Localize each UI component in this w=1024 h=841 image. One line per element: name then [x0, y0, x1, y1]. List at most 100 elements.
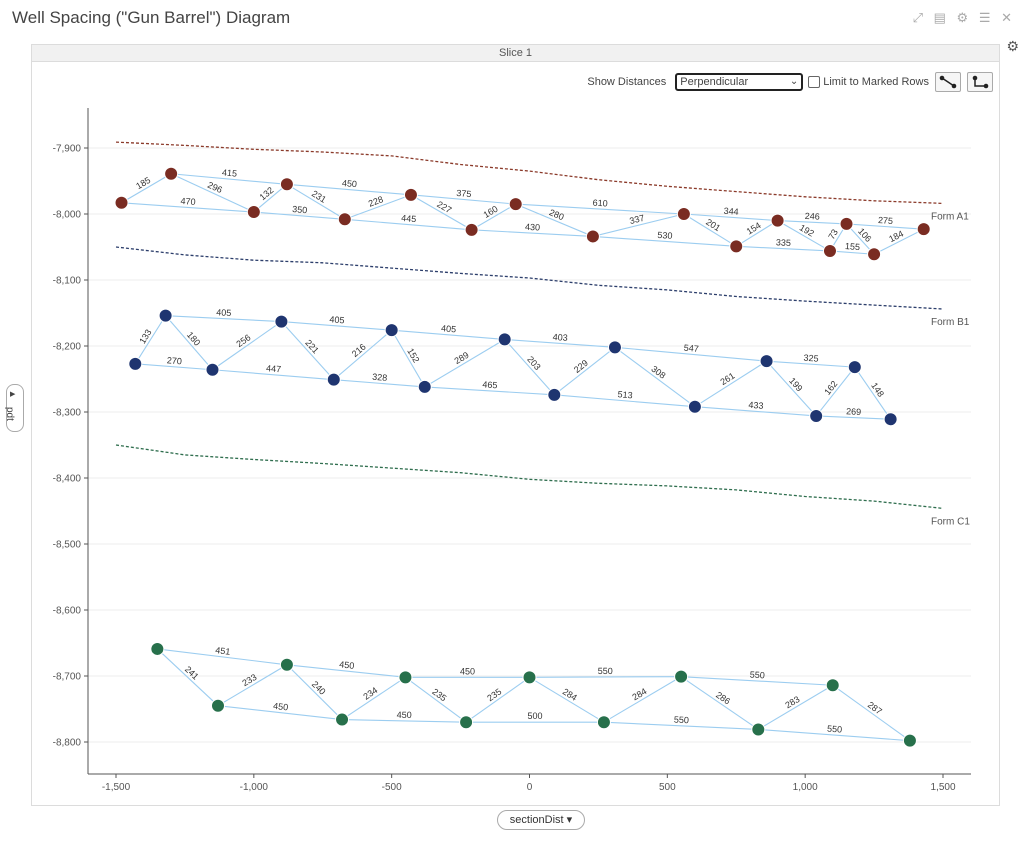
- well-point: [150, 641, 165, 656]
- distance-link: [694, 360, 767, 408]
- well-point: [839, 216, 854, 231]
- distance-link: [758, 684, 834, 730]
- well-point: [158, 308, 173, 323]
- page-title: Well Spacing ("Gun Barrel") Diagram: [12, 8, 291, 27]
- distance-label: 433: [748, 400, 764, 411]
- distance-link: [341, 676, 406, 721]
- formation-line: [115, 141, 944, 205]
- window-controls: ⤢ ▤ ⚙ ☰ ✕: [906, 10, 1012, 26]
- distance-link: [683, 213, 737, 247]
- distance-label: 216: [350, 342, 368, 359]
- distance-link: [286, 183, 346, 220]
- formation-line: [115, 444, 944, 510]
- distance-label: 337: [628, 213, 645, 226]
- well-point: [687, 399, 702, 414]
- well-point: [128, 356, 143, 371]
- slice-header: Slice 1: [32, 45, 999, 62]
- distance-label: 148: [869, 381, 886, 399]
- distance-label: 261: [718, 371, 736, 387]
- distance-label: 350: [292, 204, 308, 215]
- distance-link: [286, 664, 406, 678]
- limit-marked-rows-checkbox[interactable]: [808, 76, 821, 88]
- distance-link: [592, 213, 685, 237]
- distance-link: [156, 648, 219, 707]
- distance-link: [815, 366, 856, 417]
- distance-link: [504, 338, 615, 348]
- distance-link: [614, 346, 767, 362]
- distance-link: [829, 250, 875, 255]
- distance-label: 184: [887, 229, 905, 245]
- distance-link: [253, 183, 288, 213]
- distance-link: [471, 203, 516, 231]
- x-axis-selector[interactable]: sectionDist ▾: [497, 810, 585, 830]
- chart-panel: Slice 1 Show Distances Perpendicular ⌄ L…: [31, 44, 1000, 806]
- list-icon[interactable]: ☰: [978, 10, 991, 25]
- distance-link: [515, 203, 594, 237]
- distance-link: [405, 676, 467, 723]
- distance-label: 284: [561, 686, 579, 702]
- well-point: [759, 354, 774, 369]
- distance-link: [344, 218, 472, 231]
- distance-label: 160: [482, 204, 500, 220]
- distance-label: 234: [361, 685, 379, 702]
- well-point: [508, 197, 523, 212]
- distance-link: [504, 339, 555, 396]
- distance-label: 550: [674, 714, 689, 725]
- distance-link: [157, 648, 287, 666]
- caret-down-icon: ▾: [566, 814, 573, 826]
- straight-connector-button[interactable]: [935, 72, 961, 92]
- distance-link: [465, 676, 530, 723]
- well-point: [809, 408, 824, 423]
- formation-line: [115, 246, 944, 310]
- distance-link: [333, 329, 393, 381]
- distance-label: 405: [441, 323, 457, 334]
- distance-link: [529, 676, 605, 723]
- chart-toolbar: Show Distances Perpendicular ⌄ Limit to …: [587, 72, 993, 92]
- distance-link: [553, 346, 616, 396]
- distance-link: [165, 315, 213, 371]
- well-point: [867, 247, 882, 262]
- distance-label: 447: [266, 363, 282, 374]
- settings-gear-icon[interactable]: ⚙: [1006, 38, 1019, 54]
- distance-link: [846, 223, 924, 230]
- distance-link: [391, 329, 426, 388]
- distance-label: 284: [630, 686, 648, 702]
- y-tick-label: -8,000: [53, 210, 82, 221]
- well-point: [246, 205, 261, 220]
- distance-label: 270: [166, 355, 182, 366]
- distance-label: 185: [134, 175, 152, 191]
- gear-icon[interactable]: ⚙: [956, 10, 969, 25]
- elbow-connector-icon: [972, 75, 989, 89]
- elbow-connector-button[interactable]: [967, 72, 993, 92]
- distance-label: 233: [240, 672, 258, 688]
- y-axis-selector-label: pdt: [4, 407, 15, 421]
- distance-label: 308: [649, 364, 667, 381]
- distance-label: 287: [866, 700, 884, 717]
- well-point: [674, 669, 689, 684]
- well-point: [607, 340, 622, 355]
- well-point: [417, 379, 432, 394]
- well-point: [279, 657, 294, 672]
- well-point: [205, 362, 220, 377]
- chevron-down-icon: ⌄: [789, 76, 799, 87]
- distance-link: [410, 194, 472, 231]
- close-icon[interactable]: ✕: [1001, 10, 1012, 25]
- distance-label: 450: [460, 666, 475, 676]
- distance-label: 133: [137, 328, 153, 346]
- distance-link: [603, 721, 759, 731]
- distance-link: [683, 213, 778, 222]
- distance-mode-select[interactable]: Perpendicular ⌄: [675, 73, 804, 91]
- y-tick-label: -8,100: [53, 276, 82, 287]
- distance-link: [777, 220, 831, 252]
- distance-label: 240: [310, 679, 328, 697]
- y-axis-selector[interactable]: ▶ pdt: [4, 384, 24, 432]
- distance-label: 430: [525, 222, 541, 233]
- link-label-layer: 185 296 132 231 228 227 160 280 337 201 154 192 73 10…: [134, 167, 905, 734]
- notes-icon[interactable]: ▤: [933, 10, 946, 25]
- distance-label: 180: [185, 330, 202, 348]
- expand-icon[interactable]: ⤢: [912, 10, 923, 25]
- formation-layer: Form A1 Form B1 Form C1: [115, 141, 970, 527]
- distance-label: 203: [525, 354, 542, 372]
- well-point: [770, 213, 785, 228]
- distance-label: 375: [456, 188, 472, 199]
